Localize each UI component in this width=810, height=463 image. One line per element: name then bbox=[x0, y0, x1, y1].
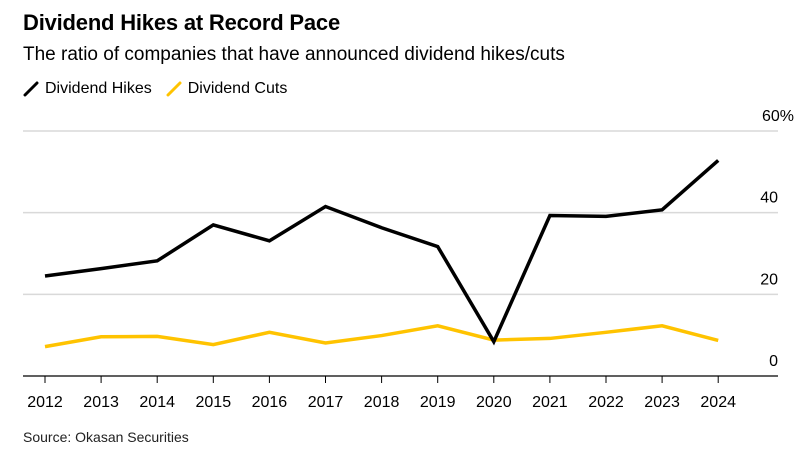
x-tick-label: 2012 bbox=[27, 394, 63, 411]
x-axis: 2012 2013 2014 2015 2016 2017 2018 2019 2020 2021… bbox=[23, 375, 778, 411]
y-tick-label: 0 bbox=[769, 353, 778, 370]
series-dividend-cuts bbox=[44, 323, 719, 349]
x-tick-label: 2016 bbox=[252, 394, 288, 411]
x-tick-label: 2013 bbox=[83, 394, 119, 411]
y-tick-label: 20 bbox=[760, 271, 778, 288]
x-tick-label: 2022 bbox=[588, 394, 624, 411]
x-tick-label: 2017 bbox=[308, 394, 344, 411]
y-tick-label: 60% bbox=[762, 108, 794, 125]
series-line bbox=[44, 159, 720, 346]
x-tick-label: 2024 bbox=[700, 394, 736, 411]
legend: Dividend Hikes Dividend Cuts bbox=[23, 80, 301, 98]
series-lines bbox=[44, 159, 720, 349]
x-tick-label: 2020 bbox=[476, 394, 512, 411]
chart-title: Dividend Hikes at Record Pace bbox=[23, 10, 340, 35]
x-tick-label: 2023 bbox=[644, 394, 680, 411]
legend-item-hikes: Dividend Hikes bbox=[23, 80, 152, 98]
x-tick-label: 2015 bbox=[196, 394, 232, 411]
x-tick-label: 2018 bbox=[364, 394, 400, 411]
series-dividend-hikes bbox=[44, 159, 720, 346]
legend-label-cuts: Dividend Cuts bbox=[187, 80, 288, 97]
source-note: Source: Okasan Securities bbox=[23, 429, 189, 445]
series-line bbox=[44, 323, 719, 349]
y-tick-label: 40 bbox=[760, 190, 778, 207]
x-tick-label: 2021 bbox=[532, 394, 568, 411]
legend-swatch-cuts-icon bbox=[166, 81, 182, 97]
x-tick-label: 2014 bbox=[139, 394, 175, 411]
legend-item-cuts: Dividend Cuts bbox=[166, 80, 288, 98]
legend-swatch-hikes-icon bbox=[23, 81, 39, 97]
legend-label-hikes: Dividend Hikes bbox=[45, 80, 152, 97]
y-axis-labels: 0 20 40 60% bbox=[760, 108, 794, 370]
chart-subtitle: The ratio of companies that have announc… bbox=[23, 44, 565, 65]
gridlines bbox=[23, 130, 778, 296]
x-tick-label: 2019 bbox=[420, 394, 456, 411]
